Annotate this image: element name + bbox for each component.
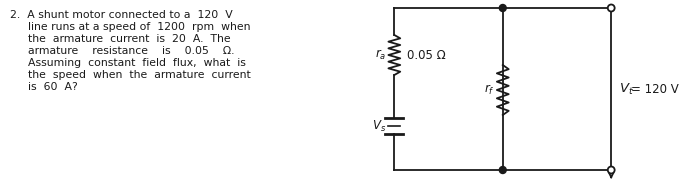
Text: 2.  A shunt motor connected to a  120  V: 2. A shunt motor connected to a 120 V — [10, 10, 233, 20]
Text: the  speed  when  the  armature  current: the speed when the armature current — [28, 70, 250, 80]
Circle shape — [500, 166, 506, 174]
Text: the  armature  current  is  20  A.  The: the armature current is 20 A. The — [28, 34, 230, 44]
Text: $r_f$: $r_f$ — [484, 83, 495, 97]
Text: $V_t$: $V_t$ — [619, 81, 634, 97]
Text: line runs at a speed of  1200  rpm  when: line runs at a speed of 1200 rpm when — [28, 22, 250, 32]
Text: is  60  A?: is 60 A? — [28, 82, 77, 92]
Circle shape — [608, 166, 615, 174]
Text: armature    resistance    is    0.05    Ω.: armature resistance is 0.05 Ω. — [28, 46, 234, 56]
Text: = 120 V: = 120 V — [631, 83, 679, 95]
Text: $V_s$: $V_s$ — [372, 118, 387, 134]
Circle shape — [608, 4, 615, 11]
Text: Assuming  constant  field  flux,  what  is: Assuming constant field flux, what is — [28, 58, 245, 68]
Text: 0.05 Ω: 0.05 Ω — [407, 48, 446, 61]
Circle shape — [500, 4, 506, 11]
Text: $r_a$: $r_a$ — [375, 48, 387, 62]
